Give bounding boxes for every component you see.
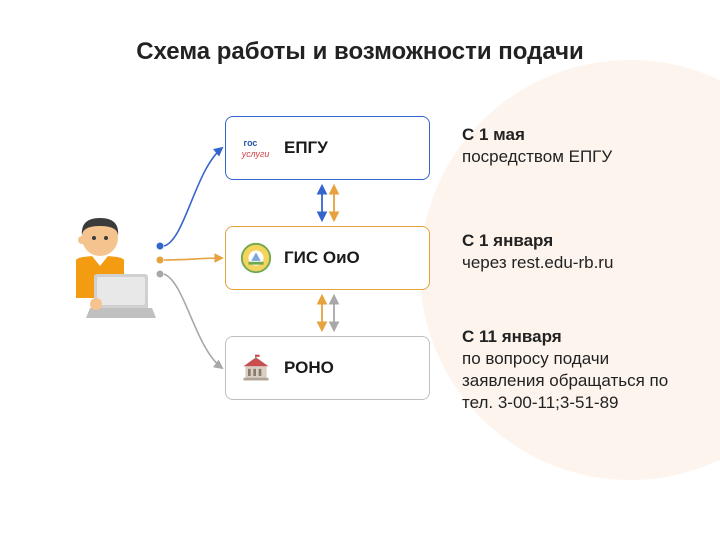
info-gis-date: С 1 января xyxy=(462,231,553,250)
node-epgu-label: ЕПГУ xyxy=(284,138,328,158)
building-icon xyxy=(238,350,274,386)
info-rono: С 11 января по вопросу подачи заявления … xyxy=(462,326,680,414)
node-rono-label: РОНО xyxy=(284,358,334,378)
emblem-icon xyxy=(238,240,274,276)
info-gis: С 1 января через rest.edu-rb.ru xyxy=(462,230,680,274)
node-rono: РОНО xyxy=(225,336,430,400)
info-gis-text: через rest.edu-rb.ru xyxy=(462,253,613,272)
page-title: Схема работы и возможности подачи xyxy=(0,38,720,66)
node-gis-label: ГИС ОиО xyxy=(284,248,360,268)
user-illustration xyxy=(60,208,156,328)
svg-text:услуги: услуги xyxy=(241,149,270,159)
info-rono-text: по вопросу подачи заявления обращаться п… xyxy=(462,349,668,412)
node-gis: ГИС ОиО xyxy=(225,226,430,290)
diagram-area: гос услуги ЕПГУ ГИС ОиО xyxy=(60,90,680,510)
info-epgu-date: С 1 мая xyxy=(462,125,525,144)
info-epgu-text: посредством ЕПГУ xyxy=(462,147,612,166)
info-rono-date: С 11 января xyxy=(462,327,562,346)
node-epgu: гос услуги ЕПГУ xyxy=(225,116,430,180)
info-epgu: С 1 мая посредством ЕПГУ xyxy=(462,124,680,168)
svg-text:гос: гос xyxy=(244,138,258,148)
gosuslugi-icon: гос услуги xyxy=(238,130,274,166)
